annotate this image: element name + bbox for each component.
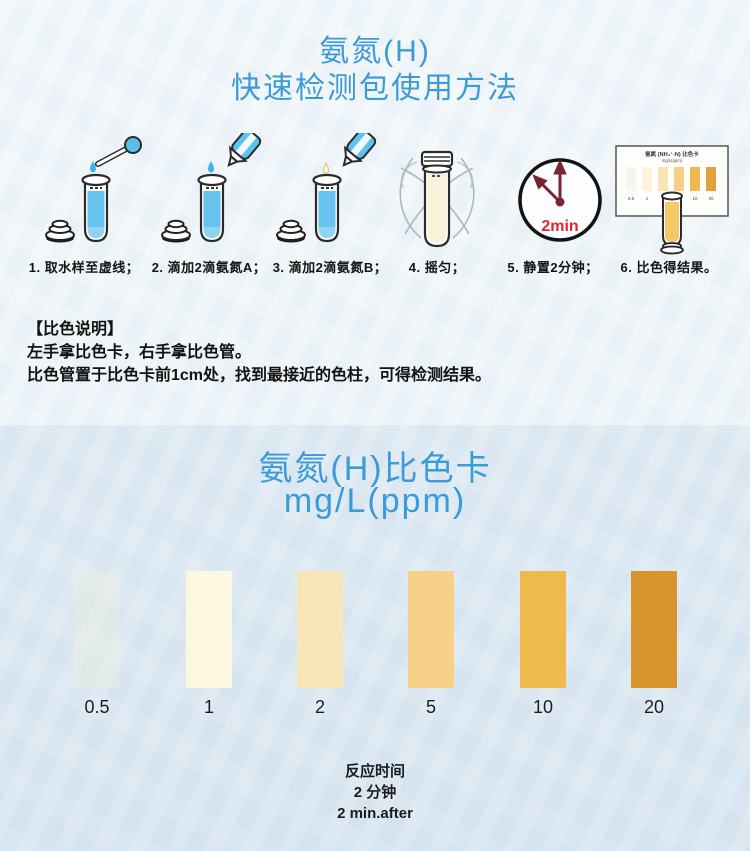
step6-caption: 6. 比色得结果。 — [620, 260, 718, 275]
page-title-line2: 快速检测包使用方法 — [231, 72, 519, 105]
step5-timer-clock-icon: 2min — [518, 158, 602, 242]
test-tube-icon — [197, 173, 227, 243]
tube-cap-icon — [161, 219, 191, 243]
swatch-value-label: 10 — [532, 697, 554, 717]
instructions-line1: 左手拿比色卡，右手拿比色管。 — [27, 344, 252, 361]
mini-card-title: 氨氮 (NH₄⁺-N) 比色卡 — [645, 150, 699, 158]
reagent-drop-icon — [322, 162, 330, 175]
comparison-instructions: 【比色说明】 左手拿比色卡，右手拿比色管。 比色管置于比色卡前1cm处，找到最接… — [27, 318, 717, 387]
color-card-title-line2: mg/L(ppm) — [283, 482, 467, 520]
step2-caption: 2. 滴加2滴氨氮A； — [151, 260, 267, 275]
svg-text:20: 20 — [708, 196, 714, 201]
step3-caption: 3. 滴加2滴氨氮B； — [272, 260, 388, 275]
result-tube-icon — [660, 191, 684, 255]
svg-text:0.5: 0.5 — [628, 196, 635, 201]
color-swatch-2 — [297, 571, 343, 688]
capped-test-tube-icon — [420, 150, 454, 248]
mini-card-subtitle: mg/L(ppm) — [662, 158, 683, 163]
swatch-column: 0.5 — [57, 571, 137, 718]
svg-text:1: 1 — [646, 196, 649, 201]
color-swatch-1 — [186, 571, 232, 688]
clock-2min-label: 2min — [541, 218, 578, 235]
reaction-time-note: 反应时间 2 分钟 2 min.after — [0, 761, 750, 824]
svg-text:10: 10 — [692, 196, 698, 201]
reaction-time-zh: 2 分钟 — [353, 784, 397, 801]
step1-caption: 1. 取水样至虚线； — [28, 260, 140, 275]
water-drop-icon — [90, 161, 96, 173]
swatch-value-label: 0.5 — [84, 697, 110, 717]
color-card-title-line1: 氨氮(H)比色卡 — [258, 450, 492, 488]
step4-caption: 4. 摇匀； — [408, 260, 466, 275]
color-swatch-20 — [631, 571, 677, 688]
instructions-line2: 比色管置于比色卡前1cm处，找到最接近的色柱，可得检测结果。 — [27, 367, 492, 384]
step3-reagent-b-icon — [276, 133, 377, 243]
swatch-value-label: 20 — [643, 697, 665, 717]
swatch-column: 10 — [503, 571, 583, 718]
swatch-value-label: 5 — [425, 697, 436, 717]
reaction-time-label: 反应时间 — [344, 763, 405, 780]
color-swatch-5 — [408, 571, 454, 688]
reagent-bottle-icon — [227, 133, 262, 167]
step5-caption: 5. 静置2分钟； — [507, 260, 599, 275]
swatch-value-label: 1 — [203, 697, 214, 717]
step6-color-card-compare-icon: 氨氮 (NH₄⁺-N) 比色卡 mg/L(ppm) 0.5 1 2 5 10 2… — [615, 145, 729, 255]
test-tube-icon — [81, 173, 111, 243]
reagent-drop-icon — [208, 161, 214, 173]
instructions-heading: 【比色说明】 — [27, 321, 124, 338]
color-swatch-10 — [520, 571, 566, 688]
tube-cap-icon — [45, 219, 75, 243]
swatch-column: 2 — [280, 571, 360, 718]
swatch-column: 20 — [614, 571, 694, 718]
clock-hands — [532, 159, 567, 207]
swatch-column: 1 — [169, 571, 249, 718]
step4-shake-tube-icon — [399, 150, 475, 248]
swatch-value-label: 2 — [314, 697, 325, 717]
color-swatch-0.5 — [74, 571, 120, 688]
reaction-time-en: 2 min.after — [337, 805, 413, 822]
page-title-line1: 氨氮(H) — [319, 35, 431, 68]
tube-cap-icon — [276, 219, 306, 243]
mini-card-swatches — [626, 167, 716, 191]
reagent-bottle-icon — [342, 133, 377, 167]
swatch-column: 5 — [391, 571, 471, 718]
dropper-icon — [95, 136, 142, 167]
step1-dropper-into-tube-icon — [45, 136, 142, 243]
step2-reagent-a-icon — [161, 133, 262, 243]
test-tube-icon — [312, 173, 342, 243]
